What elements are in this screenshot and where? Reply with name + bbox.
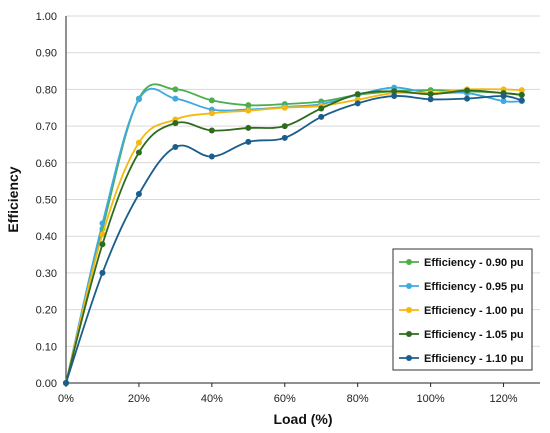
y-axis-title: Efficiency [5,166,21,232]
x-tick-label: 40% [201,393,223,405]
y-tick-labels: 0.00 0.10 0.20 0.30 0.40 0.50 0.60 0.70 0.80 0.90… [36,11,57,390]
data-point [500,98,507,105]
data-point [518,91,525,98]
legend-label: Efficiency - 0.90 pu [424,257,524,269]
data-point [518,97,525,104]
series-4 [63,87,525,386]
series-line [65,89,522,384]
legend-item: Efficiency - 1.00 pu [399,305,524,317]
data-point [172,95,179,102]
data-point [464,95,471,102]
y-tick-label: 0.60 [36,158,57,170]
x-tick-label: 0% [58,393,74,405]
legend-swatch-marker [406,307,412,313]
y-tick-label: 0.50 [36,195,57,207]
data-point [135,96,142,103]
data-point [318,113,325,120]
data-point [245,124,252,131]
legend-label: Efficiency - 1.05 pu [424,329,524,341]
series-line [65,95,523,384]
data-point [208,110,215,117]
series-group [63,83,525,386]
data-point [135,149,142,156]
data-point [281,104,288,111]
data-point [135,190,142,197]
data-point [391,93,398,100]
data-point [99,269,106,276]
x-axis-title: Load (%) [273,411,332,427]
data-point [208,127,215,134]
legend-item: Efficiency - 1.05 pu [399,329,524,341]
y-tick-label: 0.20 [36,305,57,317]
x-tick-labels: 0% 20% 40% 60% 80% 100% 120% [58,393,518,405]
x-tick-label: 100% [417,393,445,405]
legend-item: Efficiency - 1.10 pu [399,353,524,365]
data-point [354,91,361,98]
data-point [208,97,215,104]
series-5 [63,93,525,386]
y-tick-label: 0.90 [36,48,57,60]
data-point [245,138,252,145]
y-tick-label: 1.00 [36,11,57,23]
data-point [63,380,69,386]
legend-label: Efficiency - 1.10 pu [424,353,524,365]
legend-swatch-marker [406,259,412,265]
data-point [172,144,179,151]
data-point [281,123,288,130]
x-tick-label: 80% [347,393,369,405]
axes [65,16,540,387]
data-point [318,105,325,112]
data-point [427,91,434,98]
y-tick-label: 0.30 [36,268,57,280]
data-point [135,139,142,146]
y-tick-label: 0.70 [36,121,57,133]
legend-item: Efficiency - 0.95 pu [399,281,524,293]
data-point [518,87,525,94]
legend-swatch-marker [406,331,412,337]
grid-lines [66,15,540,347]
x-tick-label: 20% [128,393,150,405]
data-point [172,86,179,93]
data-point [281,134,288,141]
data-point [500,93,507,100]
legend-label: Efficiency - 1.00 pu [424,305,524,317]
legend-swatch-marker [406,355,412,361]
data-point [99,231,106,238]
y-tick-label: 0.10 [36,341,57,353]
data-point [99,220,106,227]
legend-label: Efficiency - 0.95 pu [424,281,524,293]
x-tick-label: 60% [274,393,296,405]
data-point [99,241,106,248]
data-point [172,120,179,127]
y-tick-label: 0.00 [36,378,57,390]
data-point [427,96,434,103]
y-tick-label: 0.40 [36,231,57,243]
data-point [391,88,398,95]
legend-item: Efficiency - 0.90 pu [399,257,524,269]
data-point [245,107,252,114]
data-point [464,87,471,94]
data-point [245,102,252,109]
legend: Efficiency - 0.90 pu Efficiency - 0.95 pu… [392,248,533,371]
legend-swatch-marker [406,283,412,289]
y-tick-label: 0.80 [36,84,57,96]
data-point [208,153,215,160]
x-tick-label: 120% [489,393,517,405]
data-point [354,100,361,107]
